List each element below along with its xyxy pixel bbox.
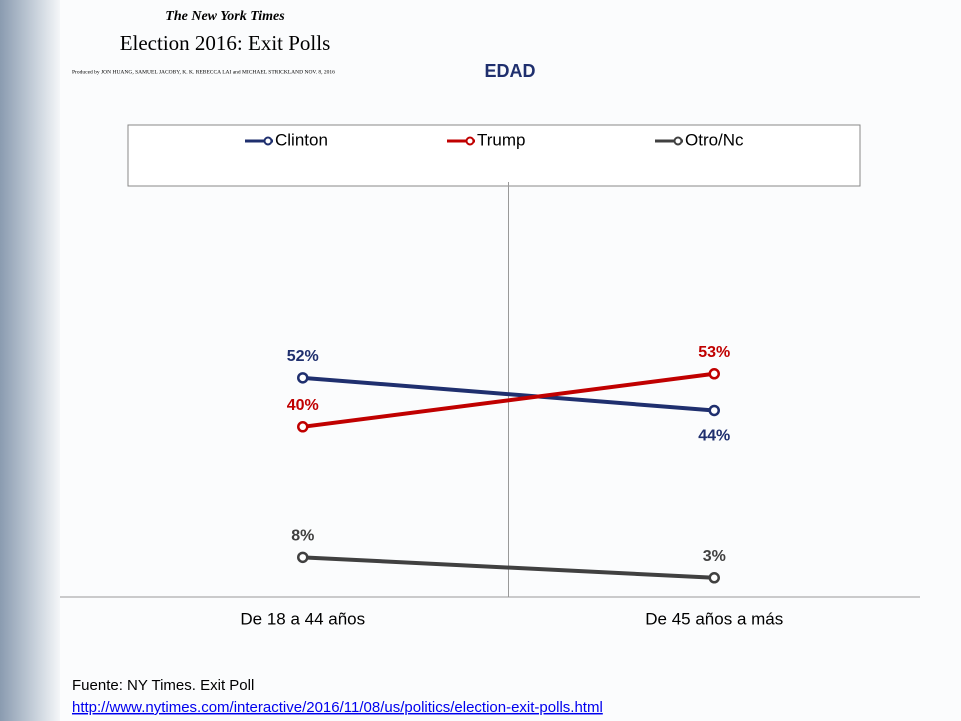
data-label: 40% xyxy=(287,397,319,414)
data-label: 53% xyxy=(698,344,730,361)
x-tick-label: De 18 a 44 años xyxy=(240,609,365,628)
legend-label: Clinton xyxy=(275,130,328,149)
series-line xyxy=(302,375,715,413)
chart-title: EDAD xyxy=(484,61,535,81)
legend-marker xyxy=(263,136,273,146)
legend-marker xyxy=(465,136,475,146)
page-title: Election 2016: Exit Polls xyxy=(120,31,331,55)
source-link[interactable]: http://www.nytimes.com/interactive/2016/… xyxy=(72,699,603,716)
data-point xyxy=(708,572,720,584)
x-tick-label: De 45 años a más xyxy=(645,609,783,628)
source: Fuente: NY Times. Exit Poll xyxy=(72,677,254,694)
legend-label: Trump xyxy=(477,130,526,149)
data-point xyxy=(297,372,309,384)
data-point xyxy=(708,368,720,380)
legend-marker xyxy=(673,136,683,146)
masthead: The New York Times xyxy=(165,9,285,24)
legend-box xyxy=(127,124,861,187)
credits: Produced by JON HUANG, SAMUEL JACOBY, K.… xyxy=(72,69,335,75)
data-label: 3% xyxy=(703,548,726,565)
series-line xyxy=(302,371,715,429)
legend-label: Otro/Nc xyxy=(685,130,744,149)
decorative-strip xyxy=(0,0,60,721)
data-label: 8% xyxy=(291,528,314,545)
data-point xyxy=(708,404,720,417)
data-point xyxy=(297,421,309,433)
series-line xyxy=(302,555,715,580)
data-label: 52% xyxy=(287,348,319,365)
data-label: 44% xyxy=(698,428,730,445)
data-point xyxy=(297,551,309,564)
